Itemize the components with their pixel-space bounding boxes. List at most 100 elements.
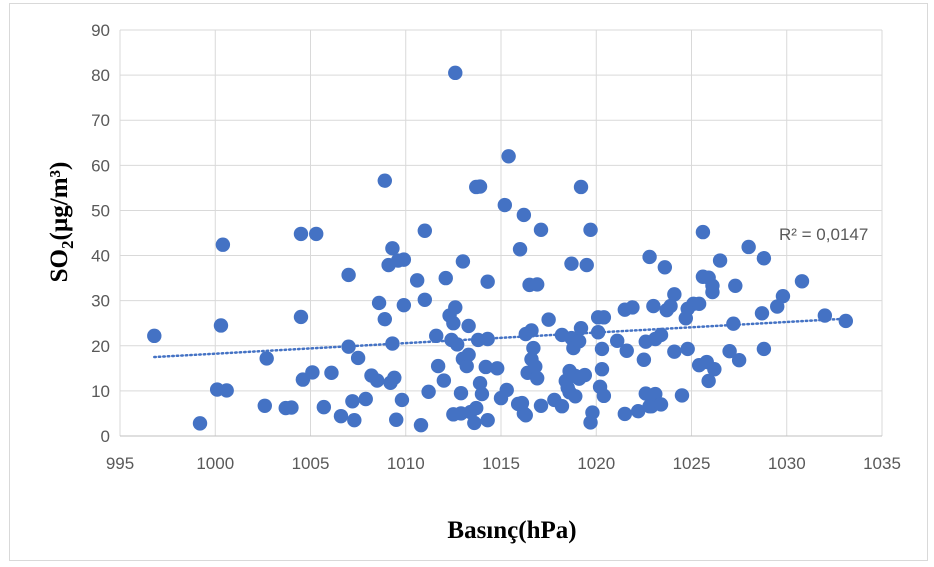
data-point (448, 300, 463, 315)
data-point (324, 365, 339, 381)
data-point (754, 306, 770, 321)
data-point (341, 339, 356, 354)
x-tick-label: 1020 (577, 454, 615, 473)
x-axis-title: Basınç(hPa) (447, 517, 576, 544)
data-point (259, 351, 274, 366)
data-point (695, 224, 711, 240)
data-point (728, 278, 743, 293)
data-point (657, 260, 673, 275)
data-point (309, 226, 324, 242)
data-point (446, 316, 461, 331)
data-point (377, 173, 392, 188)
data-point (350, 350, 366, 366)
data-point (667, 344, 682, 359)
y-axis-title: SO2(µg/m³) (46, 162, 77, 283)
data-points (147, 65, 854, 433)
data-point (472, 179, 488, 194)
data-point (533, 398, 549, 413)
data-point (705, 284, 720, 300)
data-point (453, 385, 469, 401)
data-point (674, 388, 690, 403)
trendline-layer (153, 317, 848, 359)
x-tick-label: 1005 (292, 454, 330, 473)
data-point (497, 197, 513, 213)
data-point (573, 179, 589, 195)
data-point (499, 382, 514, 398)
data-point (653, 327, 669, 343)
data-point (448, 65, 463, 81)
data-point (461, 318, 476, 334)
data-point (524, 323, 539, 338)
data-point (489, 361, 505, 376)
data-point (430, 358, 446, 374)
data-point (625, 300, 640, 315)
data-point (480, 331, 495, 347)
data-point (396, 297, 412, 313)
data-point (501, 149, 516, 164)
data-point (396, 252, 412, 267)
data-point (469, 400, 484, 416)
data-point (387, 370, 402, 386)
data-point (480, 413, 495, 428)
data-point (564, 256, 579, 271)
x-tick-label: 1000 (196, 454, 234, 473)
data-point (421, 384, 436, 399)
data-point (192, 416, 208, 431)
data-point (594, 362, 610, 377)
x-tick-label: 1015 (482, 454, 520, 473)
data-point (775, 288, 791, 304)
data-point (712, 253, 728, 268)
data-point (429, 328, 444, 344)
data-point (409, 273, 425, 288)
data-point (667, 287, 682, 302)
data-point (347, 413, 362, 428)
data-point (341, 267, 356, 283)
data-point (794, 274, 810, 289)
data-point (284, 400, 299, 415)
x-tick-label: 1035 (863, 454, 901, 473)
x-tick-label: 1010 (387, 454, 425, 473)
data-point (731, 353, 747, 368)
data-point (817, 308, 833, 323)
data-point (568, 389, 583, 404)
y-axis-title-prefix: SO (46, 249, 73, 282)
data-point (554, 399, 570, 414)
data-point (389, 412, 404, 427)
data-point (147, 328, 162, 344)
data-point (385, 241, 400, 256)
data-point (526, 340, 541, 356)
grid-lines (119, 29, 883, 436)
data-point (417, 292, 432, 307)
y-tick-label: 80 (91, 66, 110, 85)
data-point (345, 394, 360, 409)
data-point (701, 373, 716, 389)
y-tick-label: 70 (91, 111, 110, 130)
data-point (838, 313, 854, 329)
data-point (394, 392, 410, 408)
data-point (371, 295, 387, 311)
data-point (594, 341, 610, 357)
data-point (316, 399, 332, 415)
data-point (571, 334, 587, 349)
data-point (590, 325, 606, 340)
data-point (385, 336, 400, 351)
data-point (642, 249, 657, 265)
y-tick-label: 10 (91, 382, 110, 401)
y-tick-label: 40 (91, 247, 110, 266)
data-point (596, 310, 612, 325)
data-point (579, 257, 594, 273)
data-point (417, 223, 432, 238)
data-point (455, 254, 471, 269)
data-point (541, 312, 556, 327)
data-point (474, 386, 490, 402)
y-axis-title-suffix: (µg/m³) (46, 162, 73, 241)
data-point (472, 376, 488, 391)
data-point (293, 309, 309, 325)
data-point (219, 383, 234, 398)
data-point (478, 359, 493, 375)
data-point (512, 242, 528, 257)
data-point (533, 222, 549, 238)
data-point (691, 296, 707, 312)
x-tick-label: 995 (106, 454, 134, 473)
